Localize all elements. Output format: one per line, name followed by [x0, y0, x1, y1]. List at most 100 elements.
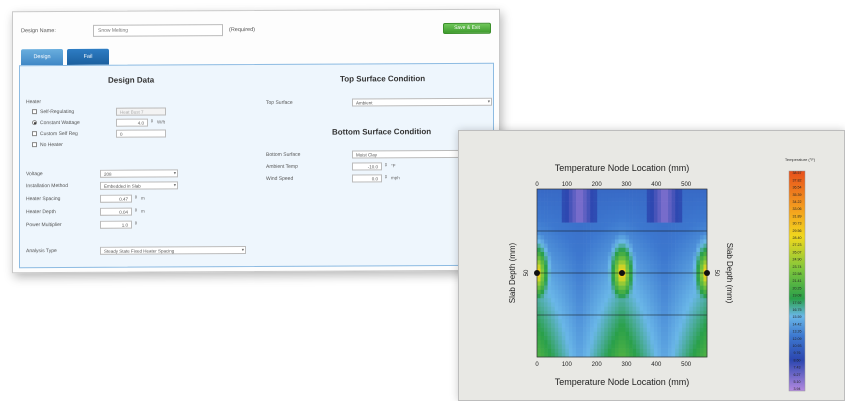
- heatmap-cell: [551, 197, 556, 202]
- heatmap-cell: [668, 273, 672, 278]
- voltage-select[interactable]: 208 ▾: [100, 169, 178, 178]
- heatmap-cell: [636, 306, 641, 312]
- heatmap-cell: [622, 298, 626, 303]
- design-name-input[interactable]: Snow Melting: [93, 24, 223, 37]
- heatmap-cell: [625, 273, 630, 278]
- heatmap-cell: [703, 218, 708, 223]
- heatmap-cell: [643, 289, 648, 295]
- heatmap-cell: [689, 189, 694, 194]
- analysis-type-select[interactable]: Steady State Fixed Heater Spacing ▾: [100, 246, 246, 255]
- heatmap-cell: [660, 235, 665, 240]
- heatmap-cell: [650, 256, 655, 261]
- bottom-surface-value: Moist Clay: [356, 152, 378, 158]
- heatmap-cell: [622, 348, 626, 354]
- heater-spacing-input[interactable]: 0.47: [100, 194, 132, 203]
- heatmap-cell: [551, 205, 556, 211]
- heatmap-cell: [607, 214, 612, 219]
- heatmap-cell: [668, 189, 672, 194]
- heatmap-cell: [554, 352, 559, 358]
- top-surface-select[interactable]: Ambient ▾: [352, 97, 492, 107]
- spinner-icon[interactable]: ⇕: [134, 207, 138, 213]
- heatmap-cell: [660, 214, 665, 219]
- heatmap-cell: [632, 239, 637, 244]
- no-heater-checkbox[interactable]: [32, 142, 37, 148]
- spinner-icon[interactable]: ⇕: [384, 162, 388, 168]
- heatmap-cell: [675, 268, 679, 274]
- custom-self-reg-input[interactable]: 0: [116, 129, 166, 138]
- heatmap-cell: [607, 197, 612, 202]
- heatmap-cell: [579, 352, 584, 358]
- heatmap-cell: [558, 218, 563, 223]
- constant-wattage-radio[interactable]: [32, 120, 37, 126]
- heatmap-cell: [678, 348, 683, 354]
- heatmap-cell: [558, 298, 563, 303]
- heatmap-cell: [629, 252, 633, 257]
- heatmap-cell: [682, 289, 687, 295]
- heatmap-cell: [664, 327, 669, 333]
- heatmap-cell: [597, 226, 602, 232]
- custom-self-reg-checkbox[interactable]: [32, 131, 37, 137]
- heatmap-cell: [575, 201, 580, 207]
- heatmap-cell: [558, 264, 563, 270]
- colorbar-label: 10.93: [793, 344, 802, 348]
- heatmap-cell: [632, 193, 637, 198]
- heatmap-cell: [646, 231, 651, 236]
- heatmap-cell: [554, 273, 559, 278]
- self-regulating-checkbox[interactable]: [32, 109, 37, 115]
- heatmap-cell: [575, 193, 580, 198]
- heatmap-cell: [678, 247, 683, 253]
- heatmap-cell: [600, 252, 605, 257]
- self-regulating-select[interactable]: Heat Bust 7: [116, 107, 166, 116]
- heatmap-cell: [607, 340, 612, 345]
- heatmap-cell: [636, 289, 641, 295]
- heatmap-cell: [657, 252, 662, 257]
- heatmap-cell: [600, 281, 605, 286]
- heatmap-cell: [632, 289, 637, 295]
- heatmap-cell: [554, 285, 559, 291]
- heatmap-cell: [579, 268, 584, 274]
- heatmap-cell: [540, 193, 545, 198]
- colorbar-labels: 38.5737.8236.5435.3934.2233.0631.8930.73…: [793, 171, 802, 391]
- heatmap-cell: [537, 264, 541, 270]
- heatmap-cell: [565, 243, 570, 249]
- heatmap-cell: [639, 348, 644, 354]
- heatmap-cell: [689, 222, 694, 228]
- heatmap-cell: [657, 218, 662, 223]
- wind-speed-input[interactable]: 0.0: [352, 174, 382, 183]
- heatmap-cell: [699, 268, 704, 274]
- heatmap-cell: [671, 214, 676, 219]
- heatmap-cell: [551, 252, 556, 257]
- heatmap-cell: [625, 323, 630, 328]
- heatmap-cell: [604, 222, 609, 228]
- constant-wattage-input[interactable]: 4.0: [116, 118, 148, 127]
- heatmap-cell: [629, 205, 633, 211]
- ambient-temp-input[interactable]: -10.0: [352, 162, 382, 171]
- heatmap-cell: [699, 289, 704, 295]
- heatmap-cell: [692, 302, 697, 307]
- heatmap-cell: [600, 218, 605, 223]
- heatmap-cell: [696, 298, 701, 303]
- save-exit-button[interactable]: Save & Exit: [443, 22, 491, 35]
- heatmap-cell: [629, 344, 633, 349]
- heatmap-cell: [664, 273, 669, 278]
- heatmap-cell: [625, 298, 630, 303]
- heatmap-cell: [675, 310, 679, 316]
- heatmap-cell: [671, 340, 676, 345]
- spinner-icon[interactable]: ⇕: [150, 118, 154, 124]
- tab-fail[interactable]: Fail: [67, 48, 109, 65]
- tab-design[interactable]: Design: [21, 49, 63, 66]
- heatmap-cell: [643, 319, 648, 324]
- heatmap-cell: [657, 201, 662, 207]
- x-tick-label-top: 200: [592, 182, 603, 188]
- spinner-icon[interactable]: ⇕: [134, 220, 138, 226]
- heatmap-cell: [685, 252, 690, 257]
- installation-method-select[interactable]: Embedded in Slab ▾: [100, 181, 178, 190]
- heatmap-cell: [646, 201, 651, 207]
- heatmap-cell: [678, 327, 683, 333]
- heatmap-cell: [614, 193, 619, 198]
- power-multiplier-input[interactable]: 1.0: [100, 220, 132, 229]
- colorbar-label: 16.75: [793, 308, 802, 312]
- spinner-icon[interactable]: ⇕: [134, 194, 138, 200]
- heater-depth-input[interactable]: 0.04: [100, 207, 132, 216]
- spinner-icon[interactable]: ⇕: [384, 174, 388, 180]
